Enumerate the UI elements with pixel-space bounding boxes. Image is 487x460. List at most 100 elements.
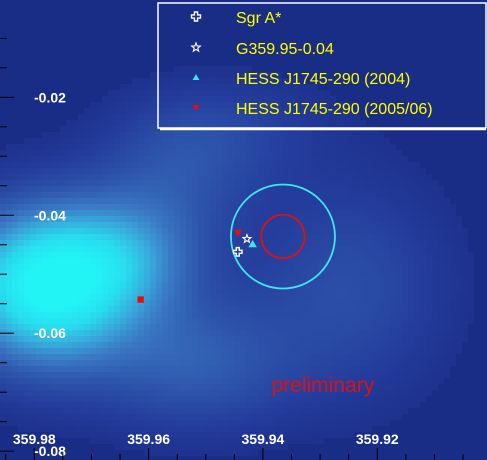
map-cell	[246, 288, 252, 294]
map-cell	[438, 318, 444, 324]
map-cell	[36, 390, 42, 396]
map-cell	[336, 300, 342, 306]
map-cell	[156, 372, 162, 378]
map-cell	[42, 288, 48, 294]
map-cell	[462, 228, 468, 234]
map-cell	[378, 246, 384, 252]
map-cell	[18, 420, 24, 426]
map-cell	[270, 84, 276, 90]
map-cell	[210, 324, 216, 330]
map-cell	[456, 246, 462, 252]
map-cell	[246, 390, 252, 396]
map-cell	[60, 348, 66, 354]
map-cell	[348, 336, 354, 342]
map-cell	[270, 150, 276, 156]
map-cell	[294, 438, 300, 444]
map-cell	[78, 168, 84, 174]
map-cell	[306, 390, 312, 396]
map-cell	[0, 354, 6, 360]
map-cell	[450, 258, 456, 264]
map-cell	[252, 246, 258, 252]
map-cell	[270, 444, 276, 450]
map-cell	[378, 312, 384, 318]
map-cell	[174, 90, 180, 96]
map-cell	[12, 318, 18, 324]
map-cell	[252, 438, 258, 444]
map-cell	[192, 132, 198, 138]
map-cell	[54, 198, 60, 204]
map-cell	[72, 408, 78, 414]
map-cell	[252, 222, 258, 228]
map-cell	[306, 348, 312, 354]
map-cell	[156, 156, 162, 162]
map-cell	[162, 318, 168, 324]
map-cell	[102, 204, 108, 210]
map-cell	[48, 288, 54, 294]
map-cell	[204, 138, 210, 144]
map-cell	[24, 366, 30, 372]
map-cell	[216, 66, 222, 72]
map-cell	[300, 354, 306, 360]
map-cell	[0, 180, 6, 186]
map-cell	[378, 228, 384, 234]
map-cell	[180, 72, 186, 78]
map-cell	[234, 426, 240, 432]
y-tick-label: -0.06	[34, 325, 66, 341]
map-cell	[342, 138, 348, 144]
map-cell	[36, 246, 42, 252]
map-cell	[384, 396, 390, 402]
map-cell	[192, 342, 198, 348]
map-cell	[174, 84, 180, 90]
map-cell	[180, 330, 186, 336]
map-cell	[222, 240, 228, 246]
map-cell	[186, 264, 192, 270]
map-cell	[312, 294, 318, 300]
map-cell	[276, 186, 282, 192]
map-cell	[24, 240, 30, 246]
map-cell	[204, 324, 210, 330]
map-cell	[126, 342, 132, 348]
map-cell	[444, 246, 450, 252]
map-cell	[318, 300, 324, 306]
map-cell	[138, 204, 144, 210]
map-cell	[24, 372, 30, 378]
map-cell	[204, 306, 210, 312]
map-cell	[144, 444, 150, 450]
map-cell	[348, 408, 354, 414]
map-cell	[168, 168, 174, 174]
map-cell	[252, 282, 258, 288]
map-cell	[246, 306, 252, 312]
map-cell	[210, 294, 216, 300]
map-cell	[6, 180, 12, 186]
map-cell	[90, 288, 96, 294]
map-cell	[90, 348, 96, 354]
map-cell	[228, 390, 234, 396]
map-cell	[462, 300, 468, 306]
map-cell	[186, 198, 192, 204]
map-cell	[114, 438, 120, 444]
map-cell	[192, 300, 198, 306]
map-cell	[306, 114, 312, 120]
map-cell	[138, 402, 144, 408]
map-cell	[270, 312, 276, 318]
map-cell	[240, 150, 246, 156]
map-cell	[318, 180, 324, 186]
map-cell	[108, 306, 114, 312]
map-cell	[246, 438, 252, 444]
map-cell	[264, 318, 270, 324]
map-cell	[432, 198, 438, 204]
map-cell	[12, 378, 18, 384]
map-cell	[348, 108, 354, 114]
map-cell	[204, 318, 210, 324]
map-cell	[84, 312, 90, 318]
map-cell	[324, 138, 330, 144]
map-cell	[228, 186, 234, 192]
map-cell	[252, 234, 258, 240]
map-cell	[276, 384, 282, 390]
map-cell	[138, 384, 144, 390]
map-cell	[342, 390, 348, 396]
map-cell	[300, 192, 306, 198]
map-cell	[222, 78, 228, 84]
map-cell	[78, 420, 84, 426]
map-cell	[114, 276, 120, 282]
